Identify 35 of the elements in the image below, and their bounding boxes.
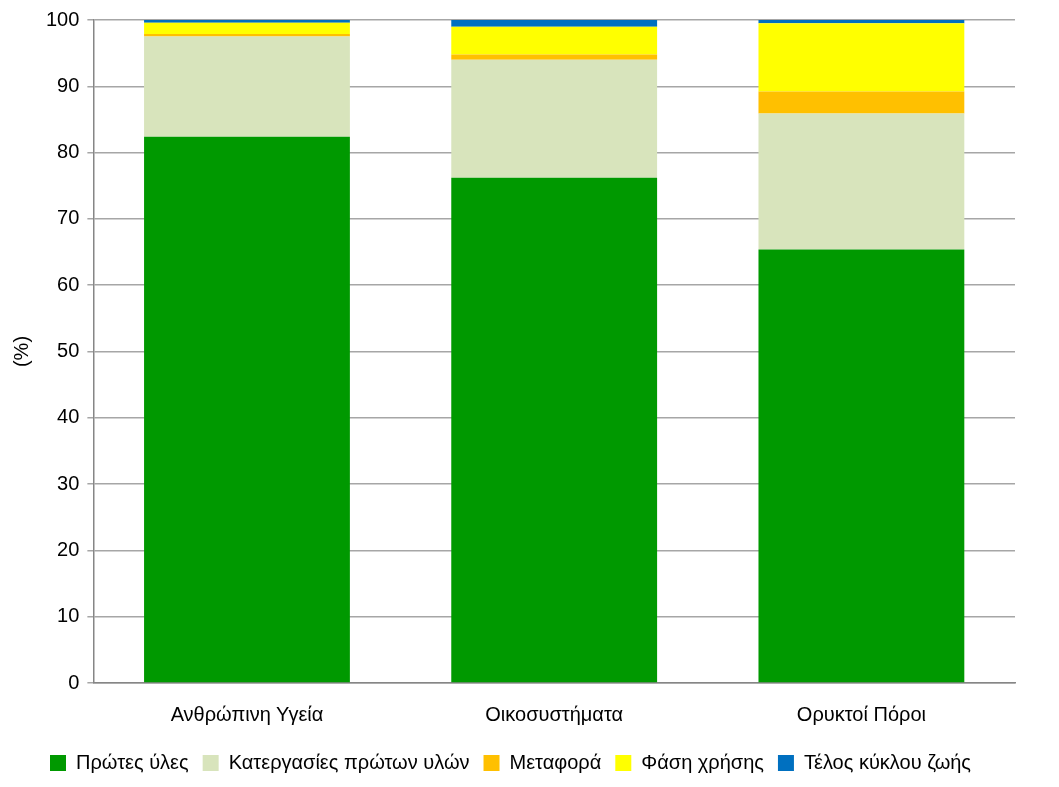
bar <box>144 36 350 137</box>
y-tick-label: 10 <box>57 604 80 627</box>
bar <box>758 113 965 250</box>
legend-label: Τέλος κύκλου ζωής <box>803 750 972 773</box>
bar <box>451 59 658 178</box>
y-tick-label: 60 <box>57 272 80 295</box>
legend-label: Κατεργασίες πρώτων υλών <box>228 750 470 773</box>
bar <box>758 23 965 92</box>
y-tick-label: 50 <box>57 339 80 362</box>
bar <box>144 20 350 23</box>
y-tick-label: 20 <box>57 537 80 560</box>
legend-label: Πρώτες ύλες <box>76 750 190 773</box>
bar <box>144 33 350 37</box>
x-tick-label: Ορυκτοί Πόροι <box>796 702 926 725</box>
x-tick-label: Ανθρώπινη Υγεία <box>170 702 324 725</box>
y-tick-label: 70 <box>57 206 80 229</box>
y-tick-label: 40 <box>57 405 80 428</box>
y-tick-label: 30 <box>57 471 80 494</box>
y-tick-label: 90 <box>57 73 80 96</box>
bar <box>451 20 658 27</box>
y-tick-label: 100 <box>45 7 80 30</box>
bar <box>144 22 350 34</box>
bar <box>758 20 965 24</box>
x-tick-label: Οικοσυστήματα <box>485 702 624 725</box>
bar <box>758 91 965 114</box>
bar <box>451 177 658 683</box>
bar <box>758 249 965 683</box>
bar <box>451 26 658 55</box>
bar <box>451 54 658 60</box>
y-tick-label: 80 <box>57 140 80 163</box>
legend-label: Φάση χρήσης <box>641 750 765 773</box>
bar <box>144 136 350 683</box>
y-axis-title: (%) <box>9 335 32 368</box>
y-tick-label: 0 <box>68 670 80 693</box>
legend-label: Μεταφορά <box>509 750 602 773</box>
